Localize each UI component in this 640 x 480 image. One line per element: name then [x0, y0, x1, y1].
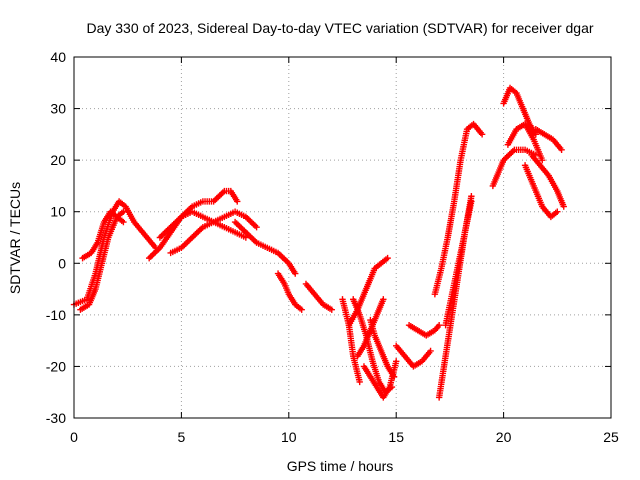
scatter-points: [521, 162, 561, 221]
series-track-23: [504, 120, 546, 164]
series-track-3: [79, 208, 127, 262]
y-tick-label: 30: [50, 101, 66, 117]
grid-lines: [74, 57, 611, 418]
scatter-points: [77, 208, 127, 313]
series-track-14: [360, 358, 400, 401]
scatter-points: [442, 198, 475, 329]
series-track-8: [274, 270, 305, 313]
series-track-15: [367, 316, 398, 380]
x-tick-labels: 0 5 10 15 20 25: [70, 429, 619, 445]
series-track-2: [77, 208, 127, 313]
x-tick-label: 10: [281, 429, 297, 445]
scatter-points: [302, 280, 335, 313]
series-track-16: [393, 342, 434, 370]
series-track-4: [145, 187, 241, 262]
y-tick-label: 20: [50, 152, 66, 168]
y-tick-labels: -30 -20 -10 0 10 20 30 40: [46, 49, 66, 426]
scatter-points: [367, 316, 398, 380]
plot-frame: [73, 56, 612, 419]
chart-title: Day 330 of 2023, Sidereal Day-to-day VTE…: [86, 20, 593, 36]
y-tick-label: 40: [50, 49, 66, 65]
x-tick-label: 5: [178, 429, 186, 445]
scatter-points: [504, 120, 546, 164]
y-tick-label: 0: [58, 255, 66, 271]
series-track-26: [532, 126, 565, 154]
scatter-points: [405, 321, 443, 339]
scatter-points: [345, 254, 391, 329]
series-track-21: [489, 146, 540, 190]
y-tick-label: -20: [46, 358, 66, 374]
data-marks: [70, 84, 567, 401]
y-tick-label: -30: [46, 410, 66, 426]
series-track-9: [302, 280, 335, 313]
scatter-points: [431, 120, 486, 298]
series-track-25: [528, 151, 567, 210]
x-axis-title: GPS time / hours: [287, 458, 394, 474]
series-track-6: [167, 208, 260, 257]
series-track-11: [345, 254, 391, 329]
scatter-points: [360, 358, 400, 401]
series-track-20: [442, 198, 475, 329]
x-tick-label: 15: [388, 429, 404, 445]
series-track-17: [405, 321, 443, 339]
scatter-points: [145, 187, 241, 262]
series-track-7: [231, 218, 299, 277]
scatter-points: [231, 218, 299, 277]
scatter-points: [500, 84, 540, 138]
scatter-points: [489, 146, 540, 190]
x-tick-label: 20: [496, 429, 512, 445]
scatter-points: [532, 126, 565, 154]
scatter-points: [350, 296, 396, 396]
y-tick-label: 10: [50, 204, 66, 220]
scatter-points: [167, 208, 260, 257]
y-axis-title: SDTVAR / TECUs: [7, 182, 23, 294]
series-track-22: [500, 84, 540, 138]
scatter-points: [393, 342, 434, 370]
scatter-points: [274, 270, 305, 313]
series-track-24: [521, 162, 561, 221]
axis-ticks: [73, 56, 612, 419]
x-tick-label: 25: [603, 429, 619, 445]
x-tick-label: 0: [70, 429, 78, 445]
y-tick-label: -10: [46, 307, 66, 323]
series-track-18: [431, 120, 486, 298]
series-track-12: [350, 296, 396, 396]
scatter-points: [79, 208, 127, 262]
scatter-points: [528, 151, 567, 210]
